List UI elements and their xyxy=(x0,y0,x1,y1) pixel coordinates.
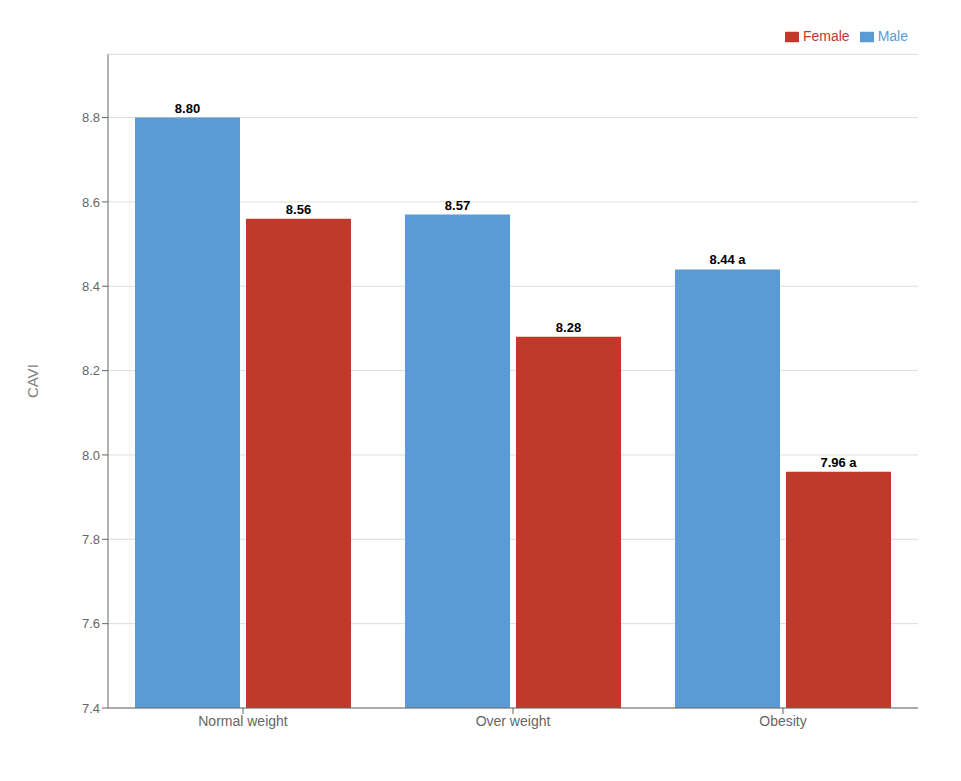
svg-text:8.8: 8.8 xyxy=(82,110,100,125)
svg-text:8.4: 8.4 xyxy=(82,279,100,294)
svg-text:Normal weight: Normal weight xyxy=(198,713,288,729)
svg-text:8.56: 8.56 xyxy=(286,202,311,217)
svg-text:7.6: 7.6 xyxy=(82,616,100,631)
svg-text:8.28: 8.28 xyxy=(556,320,581,335)
svg-text:8.2: 8.2 xyxy=(82,363,100,378)
svg-text:8.44 a: 8.44 a xyxy=(709,252,746,267)
svg-text:CAVI: CAVI xyxy=(24,364,41,398)
svg-text:8.80: 8.80 xyxy=(175,101,200,116)
svg-text:8.0: 8.0 xyxy=(82,448,100,463)
svg-text:7.8: 7.8 xyxy=(82,532,100,547)
svg-text:7.4: 7.4 xyxy=(82,701,100,716)
html-text:Male: Male xyxy=(877,28,908,44)
svg-text:7.96 a: 7.96 a xyxy=(820,455,857,470)
html-text:Female: Female xyxy=(803,28,850,44)
svg-text:8.57: 8.57 xyxy=(445,198,470,213)
svg-text:8.6: 8.6 xyxy=(82,195,100,210)
svg-text:Obesity: Obesity xyxy=(759,713,806,729)
svg-text:Over weight: Over weight xyxy=(476,713,551,729)
